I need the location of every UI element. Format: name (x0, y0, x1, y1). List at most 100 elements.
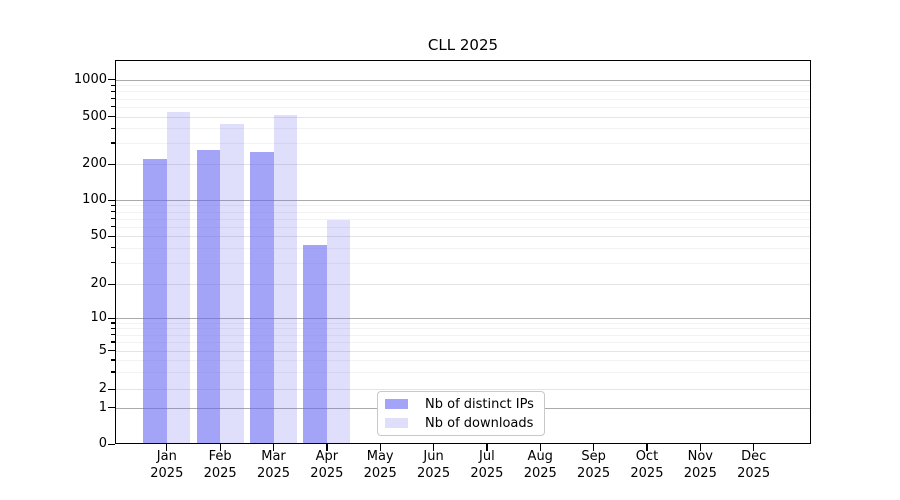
y-tick-label: 200 (82, 156, 107, 171)
y-tick-label: 5 (98, 342, 107, 358)
gridline-minor (116, 262, 810, 264)
gridline-minor (116, 226, 810, 228)
y-tick-label: 1 (98, 399, 107, 415)
x-tick-label: Jan 2025 (150, 449, 184, 481)
y-tick-label: 10 (90, 310, 107, 325)
y-tick-mark (108, 163, 115, 165)
y-tick-label: 500 (82, 108, 107, 124)
gridline-minor (116, 328, 810, 330)
legend-label-distinct-ips: Nb of distinct IPs (425, 396, 534, 412)
gridline-minor (116, 341, 810, 343)
y-tick-mark (108, 199, 115, 201)
y-minor-tick-mark (111, 247, 115, 249)
gridline-minor (116, 91, 810, 93)
bar-downloads-jan (166, 112, 191, 444)
legend: Nb of distinct IPs Nb of downloads (377, 391, 545, 436)
y-minor-tick-mark (111, 322, 115, 324)
x-tick-label: Nov 2025 (683, 449, 717, 481)
x-tick-mark (753, 444, 755, 451)
x-tick-mark (326, 444, 328, 451)
y-tick-mark (108, 317, 115, 319)
gridline-major (116, 236, 810, 237)
y-minor-tick-mark (111, 98, 115, 100)
gridline-minor (116, 106, 810, 108)
legend-swatch-downloads-icon (385, 418, 408, 428)
bar-distinct-ips-apr (303, 245, 327, 444)
y-minor-tick-mark (111, 262, 115, 264)
y-minor-tick-mark (111, 341, 115, 343)
y-minor-tick-mark (111, 211, 115, 213)
bar-downloads-mar (273, 114, 297, 444)
x-tick-mark (379, 444, 381, 451)
x-tick-label: Feb 2025 (203, 449, 237, 481)
bar-distinct-ips-mar (250, 152, 274, 444)
y-minor-tick-mark (111, 90, 115, 93)
gridline-minor (116, 128, 810, 130)
y-minor-tick-mark (111, 204, 115, 207)
chart-title: CLL 2025 (427, 36, 499, 54)
y-tick-mark (108, 79, 115, 81)
gridline-major (116, 284, 810, 285)
gridline-minor (116, 211, 810, 213)
y-minor-tick-mark (111, 371, 115, 373)
legend-swatch-distinct-ips-icon (385, 399, 408, 409)
y-tick-label: 1000 (73, 71, 107, 87)
y-tick-label: 0 (98, 436, 107, 451)
x-tick-label: Jul 2025 (470, 449, 504, 481)
y-tick-label: 2 (98, 381, 107, 396)
gridline-major (116, 164, 810, 165)
x-tick-mark (593, 444, 595, 451)
gridline-major (116, 116, 810, 118)
gridline-minor (116, 218, 810, 220)
y-tick-mark (108, 350, 115, 352)
x-tick-label: Oct 2025 (630, 449, 664, 481)
x-tick-mark (273, 444, 275, 451)
gridline-decade (116, 200, 810, 201)
x-tick-mark (166, 444, 168, 451)
x-tick-mark (539, 444, 541, 451)
gridline-minor (116, 85, 810, 87)
x-tick-mark (646, 444, 648, 451)
x-tick-label: Apr 2025 (310, 449, 344, 481)
x-tick-label: May 2025 (363, 449, 397, 481)
x-tick-label: Mar 2025 (256, 449, 291, 481)
y-tick-mark (108, 443, 115, 445)
y-minor-tick-mark (111, 142, 115, 144)
x-tick-label: Sep 2025 (577, 449, 611, 481)
x-tick-mark (486, 444, 488, 451)
y-tick-mark (108, 116, 115, 118)
x-tick-mark (699, 444, 701, 451)
y-minor-tick-mark (111, 218, 115, 220)
y-minor-tick-mark (111, 127, 115, 129)
bar-distinct-ips-feb (196, 150, 221, 444)
gridline-minor (116, 334, 810, 336)
y-minor-tick-mark (111, 359, 115, 361)
gridline-minor (116, 205, 810, 207)
y-minor-tick-mark (111, 106, 115, 108)
bar-downloads-feb (220, 124, 244, 444)
gridline-decade (116, 318, 810, 319)
y-tick-label: 20 (90, 276, 107, 291)
x-tick-mark (219, 444, 221, 451)
y-tick-mark (108, 407, 115, 409)
gridline-minor (116, 142, 810, 144)
y-tick-label: 100 (82, 192, 107, 207)
x-tick-label: Dec 2025 (737, 449, 771, 481)
gridline-minor (116, 322, 810, 324)
y-minor-tick-mark (111, 327, 115, 330)
gridline-minor (116, 247, 810, 249)
gridline-major (116, 389, 810, 390)
gridline-decade (116, 79, 810, 81)
y-minor-tick-mark (111, 226, 115, 228)
y-minor-tick-mark (111, 334, 115, 336)
legend-item-downloads: Nb of downloads (378, 416, 544, 431)
y-tick-label: 50 (90, 228, 107, 243)
y-minor-tick-mark (111, 84, 115, 86)
bar-distinct-ips-jan (143, 159, 167, 444)
legend-item-distinct-ips: Nb of distinct IPs (378, 397, 544, 412)
legend-label-downloads: Nb of downloads (425, 415, 534, 431)
y-tick-mark (108, 283, 115, 285)
x-tick-label: Aug 2025 (523, 449, 557, 481)
gridline-minor (116, 371, 810, 373)
x-tick-mark (433, 444, 435, 451)
